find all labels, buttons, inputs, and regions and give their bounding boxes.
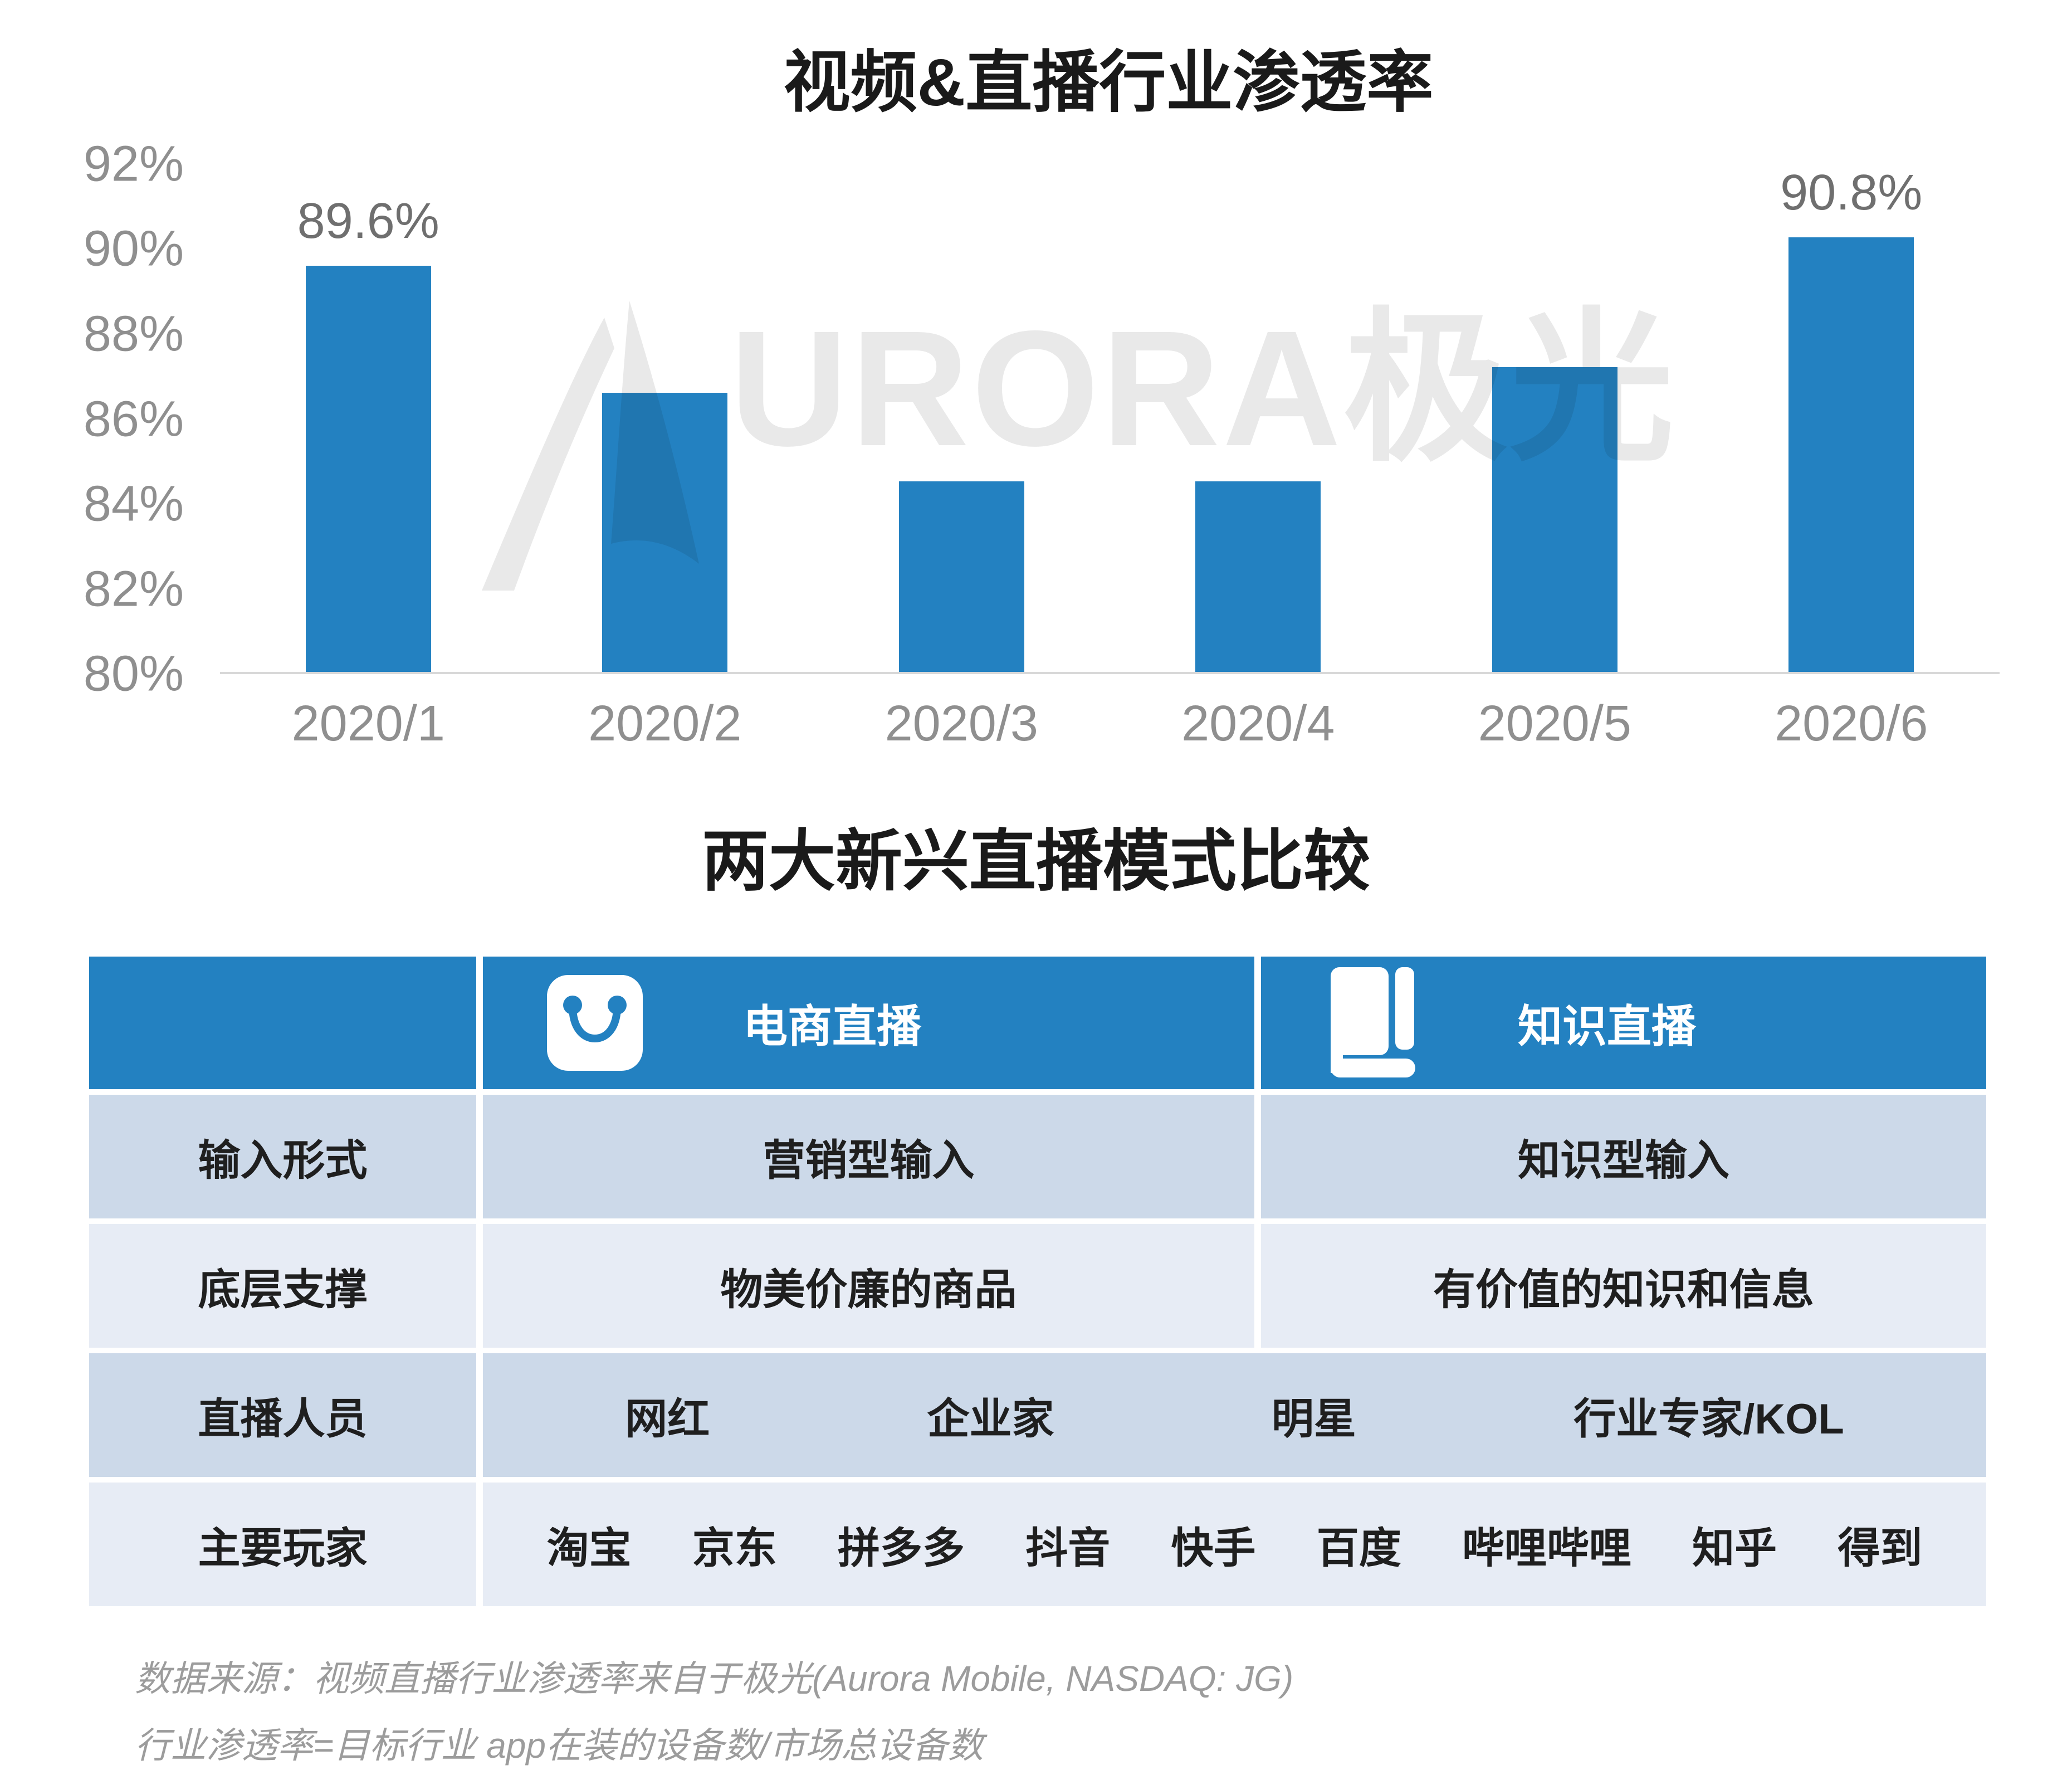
bar-group xyxy=(1110,164,1407,672)
bar-2020-4 xyxy=(1195,481,1321,672)
bar-2020-2 xyxy=(602,392,728,672)
book-icon xyxy=(1325,967,1418,1079)
bar-group xyxy=(813,164,1110,672)
table-cell: 物美价廉的商品 xyxy=(483,1224,1254,1348)
bar-value-label: 90.8% xyxy=(1780,165,1923,221)
host-item: 行业专家/KOL xyxy=(1573,1396,1844,1443)
x-tick-label: 2020/4 xyxy=(1181,696,1335,752)
player-item: 淘宝 xyxy=(546,1525,632,1572)
row-label: 直播人员 xyxy=(89,1353,476,1477)
shopping-bag-icon xyxy=(547,975,643,1071)
host-item: 企业家 xyxy=(927,1396,1054,1443)
bar-2020-1 xyxy=(305,266,431,672)
chart-title: 视频&直播行业渗透率 xyxy=(783,45,1434,120)
definition-note: 行业渗透率=目标行业 app在装的设备数/市场总设备数 xyxy=(135,1725,984,1766)
row-label: 底层支撑 xyxy=(89,1224,476,1348)
player-item: 哔哩哔哩 xyxy=(1462,1525,1631,1572)
table-header-row: 电商直播 知识直播 xyxy=(89,957,1986,1089)
player-item: 得到 xyxy=(1838,1525,1923,1572)
player-item: 京东 xyxy=(692,1525,777,1572)
row-label: 输入形式 xyxy=(89,1095,476,1218)
data-source-note: 数据来源：视频直播行业渗透率来自于极光(Aurora Mobile, NASDA… xyxy=(135,1659,1294,1699)
player-item: 拼多多 xyxy=(838,1525,965,1572)
y-tick-label: 86% xyxy=(83,391,184,447)
comparison-table: 电商直播 知识直播 输入形式 营销型输入 知识型输入 底层支撑 xyxy=(89,957,1986,1606)
header-label: 知识直播 xyxy=(1518,1002,1696,1051)
x-tick-label: 2020/6 xyxy=(1775,696,1928,752)
host-item: 网红 xyxy=(625,1396,710,1443)
y-tick-label: 88% xyxy=(83,306,184,362)
host-item: 明星 xyxy=(1271,1396,1356,1443)
table-cell-merged: 网红 企业家 明星 行业专家/KOL xyxy=(483,1353,1986,1477)
y-tick-label: 90% xyxy=(83,221,184,277)
bar-group xyxy=(517,164,814,672)
player-item: 知乎 xyxy=(1692,1525,1777,1572)
bar-2020-3 xyxy=(898,481,1024,672)
player-item: 抖音 xyxy=(1025,1525,1111,1572)
bar-group: 89.6% xyxy=(220,164,517,672)
bar-group xyxy=(1406,164,1703,672)
bar-2020-5 xyxy=(1492,367,1617,672)
table-row-hosts: 直播人员 网红 企业家 明星 行业专家/KOL xyxy=(89,1353,1986,1477)
y-tick-label: 82% xyxy=(83,561,184,617)
header-cell-empty xyxy=(89,957,476,1089)
x-axis-labels: 2020/1 2020/2 2020/3 2020/4 2020/5 2020/… xyxy=(220,695,2000,753)
table-title: 两大新兴直播模式比较 xyxy=(702,824,1370,899)
header-cell-knowledge: 知识直播 xyxy=(1261,957,1986,1089)
table-row-players: 主要玩家 淘宝 京东 拼多多 抖音 快手 百度 哔哩哔哩 知乎 得到 xyxy=(89,1483,1986,1606)
table-cell: 营销型输入 xyxy=(483,1095,1254,1218)
table-cell-merged: 淘宝 京东 拼多多 抖音 快手 百度 哔哩哔哩 知乎 得到 xyxy=(483,1483,1986,1606)
y-tick-label: 80% xyxy=(83,646,184,702)
header-cell-ecommerce: 电商直播 xyxy=(483,957,1254,1089)
header-label: 电商直播 xyxy=(743,1002,921,1051)
x-tick-label: 2020/2 xyxy=(588,696,742,752)
row-label: 主要玩家 xyxy=(89,1483,476,1606)
player-item: 快手 xyxy=(1171,1525,1256,1572)
y-axis-labels: 92% 90% 88% 86% 84% 82% 80% xyxy=(33,136,184,702)
table-row-input-type: 输入形式 营销型输入 知识型输入 xyxy=(89,1095,1986,1218)
table-row-foundation: 底层支撑 物美价廉的商品 有价值的知识和信息 xyxy=(89,1224,1986,1348)
bar-2020-6 xyxy=(1788,237,1914,672)
x-tick-label: 2020/5 xyxy=(1478,696,1631,752)
bar-chart-plot: 89.6% 90.8% xyxy=(220,164,2000,674)
bar-value-label: 89.6% xyxy=(297,193,439,250)
y-tick-label: 92% xyxy=(83,136,184,192)
table-cell: 有价值的知识和信息 xyxy=(1261,1224,1986,1348)
x-tick-label: 2020/3 xyxy=(884,696,1038,752)
bar-group: 90.8% xyxy=(1703,164,2000,672)
y-tick-label: 84% xyxy=(83,476,184,532)
table-cell: 知识型输入 xyxy=(1261,1095,1986,1218)
x-tick-label: 2020/1 xyxy=(291,696,445,752)
player-item: 百度 xyxy=(1316,1525,1401,1572)
